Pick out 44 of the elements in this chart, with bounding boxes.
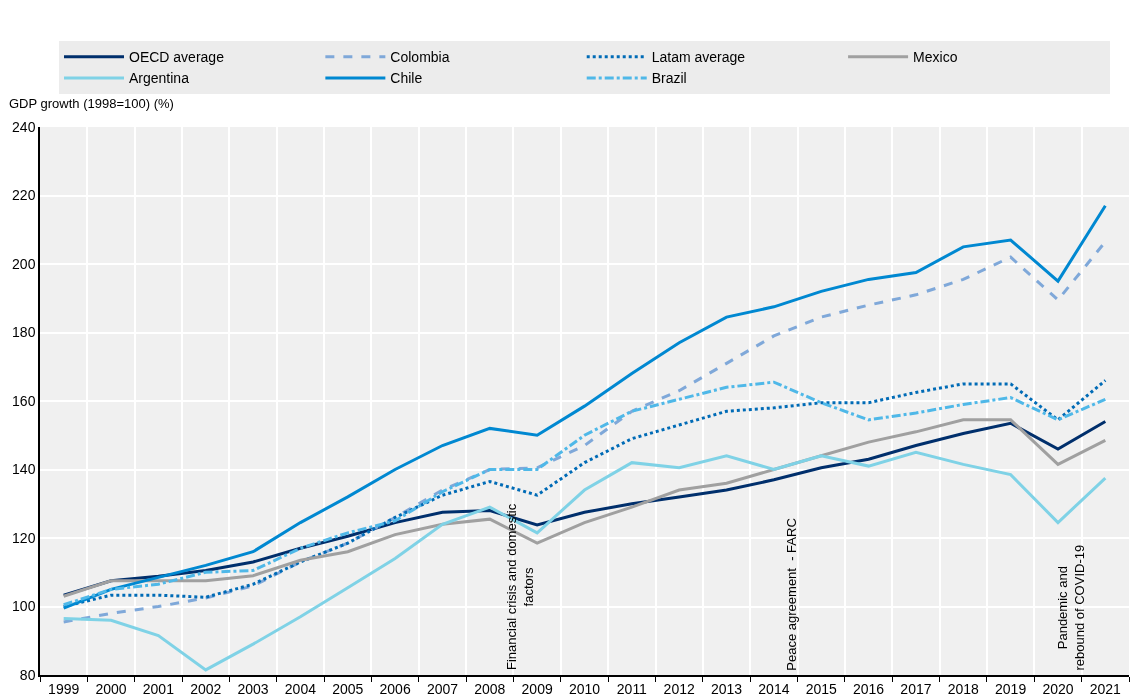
x-tick-label: 2015 (805, 680, 838, 697)
y-tick-label: 240 (12, 118, 36, 135)
x-tick-label: 2010 (568, 680, 601, 697)
x-tick-label: 2011 (616, 680, 648, 697)
x-tick-label: 2001 (142, 680, 175, 697)
y-axis-title: GDP growth (1998=100) (%) (9, 96, 174, 111)
x-tick-label: 2007 (426, 680, 459, 697)
x-tick-label: 2008 (474, 680, 506, 697)
y-tick-label: 160 (12, 392, 36, 409)
legend-label: OECD average (129, 49, 225, 66)
x-tick-label: 2002 (190, 680, 222, 697)
x-tick-label: 2021 (1089, 680, 1122, 697)
x-tick-label: 2012 (663, 680, 695, 697)
x-tick-label: 2016 (853, 680, 885, 697)
legend-label: Brazil (651, 70, 687, 87)
x-tick-label: 2003 (237, 680, 269, 697)
x-tick-label: 2019 (995, 680, 1027, 697)
y-tick-label: 180 (12, 324, 36, 341)
legend-label: Mexico (913, 49, 958, 66)
x-tick-label: 2009 (521, 680, 553, 697)
x-tick-label: 2018 (947, 680, 980, 697)
y-tick-label: 200 (12, 255, 36, 272)
legend-label: Chile (390, 70, 423, 87)
y-tick-label: 120 (12, 529, 36, 546)
x-tick-label: 2005 (332, 680, 364, 697)
annotation: Peace agreement - FARC (784, 518, 800, 671)
x-tick-label: 2013 (710, 680, 743, 697)
x-tick-label: 2017 (900, 680, 932, 697)
x-tick-label: 2020 (1042, 680, 1074, 697)
x-tick-label: 2000 (95, 680, 127, 697)
x-tick-label: 1999 (48, 680, 80, 697)
legend-label: Colombia (390, 49, 450, 66)
y-tick-label: 100 (12, 598, 36, 615)
y-tick-label: 80 (19, 666, 36, 683)
annotation: Pandemic and rebound of COVID-19 (1055, 544, 1087, 671)
y-tick-label: 220 (12, 187, 36, 204)
annotation: Financial crisis and domestic factors (504, 503, 537, 671)
y-tick-label: 140 (12, 461, 36, 478)
x-tick-label: 2014 (758, 680, 790, 697)
legend-label: Argentina (129, 70, 190, 87)
legend-label: Latam average (651, 49, 746, 66)
x-tick-label: 2004 (284, 680, 317, 697)
line-series (62, 450, 1107, 672)
x-tick-label: 2006 (379, 680, 411, 697)
